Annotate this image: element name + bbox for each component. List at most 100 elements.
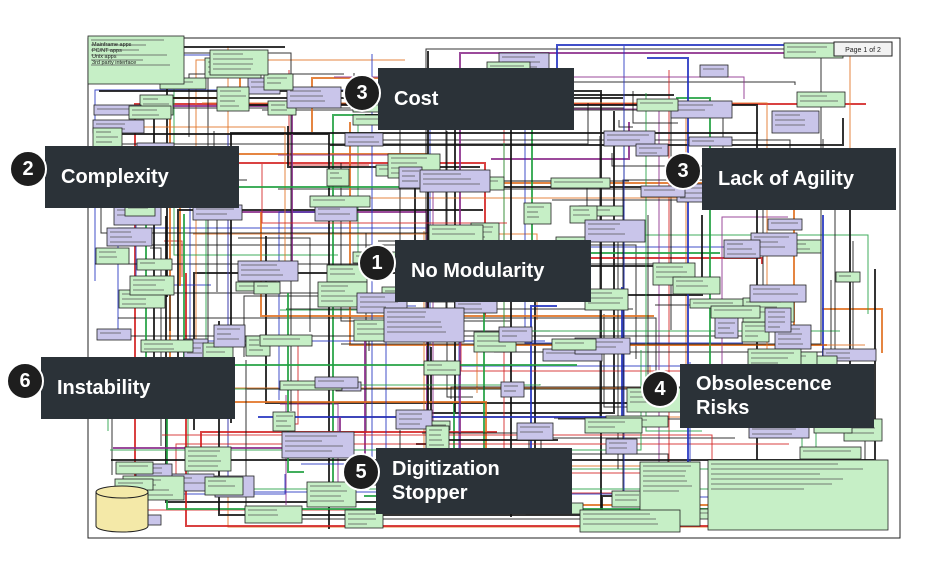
application-box <box>129 275 175 296</box>
application-box <box>835 271 861 283</box>
connector-line <box>238 237 311 332</box>
badge-obsolescence-risks: 4 <box>641 370 679 408</box>
connector-line <box>530 305 557 476</box>
connector-line <box>261 164 507 224</box>
callout-no-modularity: No Modularity <box>395 240 591 302</box>
connector-line <box>645 93 702 432</box>
application-box <box>688 136 733 147</box>
connector-line <box>822 308 883 353</box>
connector-line <box>614 234 869 314</box>
application-box <box>428 224 484 242</box>
connector-line <box>647 57 689 489</box>
badge-instability: 6 <box>6 362 44 400</box>
application-box <box>95 247 130 265</box>
application-box <box>584 417 643 434</box>
application-box <box>636 98 679 112</box>
legend-line: PC/NT apps <box>92 48 122 54</box>
application-box <box>707 459 889 531</box>
legend-line: Mainframe apps <box>92 42 132 48</box>
connector-line <box>357 384 541 386</box>
callout-digitization-stopper: Digitization Stopper <box>376 448 572 514</box>
connector-line <box>177 209 483 378</box>
callout-instability-label: Instability <box>57 377 151 399</box>
connector-line <box>287 126 381 168</box>
callout-lack-of-agility: Lack of Agility <box>702 148 896 210</box>
database-cylinder <box>95 492 149 533</box>
application-box <box>253 281 281 295</box>
connector-line <box>158 474 286 495</box>
connector-line <box>459 52 880 495</box>
application-box <box>498 326 533 343</box>
connector-line <box>425 48 863 308</box>
badge-cost: 3 <box>343 74 381 112</box>
connector-line <box>287 293 304 473</box>
application-box <box>523 202 552 225</box>
connector-line <box>260 212 654 317</box>
application-box <box>237 260 299 282</box>
application-box <box>699 64 729 78</box>
application-box <box>314 376 359 389</box>
application-box <box>710 305 761 319</box>
callout-obsolescence-risks-line2: Risks <box>696 397 750 419</box>
application-box <box>326 168 350 187</box>
callout-complexity: Complexity <box>45 146 239 208</box>
application-box <box>92 127 123 148</box>
application-box <box>128 105 172 120</box>
application-box <box>635 143 669 157</box>
application-box <box>584 219 646 243</box>
callout-cost-label: Cost <box>394 88 439 110</box>
legend-line: Unix apps <box>92 54 117 60</box>
application-box <box>419 169 491 193</box>
application-box <box>584 288 629 311</box>
connector-line <box>618 120 633 128</box>
connector-line <box>166 405 826 510</box>
application-box <box>516 422 554 441</box>
application-box <box>799 446 862 460</box>
application-box <box>272 411 296 432</box>
application-box <box>259 334 313 347</box>
callout-complexity-label: Complexity <box>61 166 169 188</box>
connector-line <box>524 71 743 344</box>
application-box <box>140 339 194 353</box>
application-box <box>749 284 807 303</box>
callout-no-modularity-label: No Modularity <box>411 260 545 282</box>
connector-line <box>195 59 405 398</box>
application-box <box>670 100 733 119</box>
application-box <box>640 185 686 198</box>
connector-line <box>133 244 637 359</box>
application-box <box>383 307 465 343</box>
callout-lack-of-agility-label: Lack of Agility <box>718 168 854 190</box>
callout-instability: Instability <box>41 357 235 419</box>
application-box <box>579 509 681 533</box>
connector-line <box>632 91 678 124</box>
callout-cost: Cost <box>378 68 574 130</box>
application-box <box>672 276 721 295</box>
callout-obsolescence-risks: Obsolescence Risks <box>680 364 874 428</box>
application-box <box>213 324 246 348</box>
application-box <box>263 73 294 91</box>
connector-line <box>330 118 844 146</box>
application-box <box>796 91 846 108</box>
badge-complexity: 2 <box>9 150 47 188</box>
connector-line <box>118 317 657 381</box>
callout-obsolescence-risks-line1: Obsolescence <box>696 373 832 395</box>
connector-line <box>295 343 299 425</box>
application-box <box>244 505 303 524</box>
connector-line <box>102 126 286 279</box>
application-box <box>500 381 525 398</box>
callout-digitization-stopper-line2: Stopper <box>392 482 468 504</box>
application-box <box>96 328 132 341</box>
page-label-box <box>833 41 893 57</box>
badge-digitization-stopper: 5 <box>342 453 380 491</box>
callout-digitization-stopper-line1: Digitization <box>392 458 500 480</box>
application-box <box>423 360 461 376</box>
application-box <box>344 132 384 147</box>
application-box <box>767 218 803 231</box>
application-box <box>550 177 611 189</box>
application-box <box>115 461 154 475</box>
application-box <box>605 438 638 455</box>
badge-lack-of-agility: 3 <box>664 152 702 190</box>
database-cylinder-top <box>95 485 149 499</box>
badge-no-modularity: 1 <box>358 244 396 282</box>
connector-line <box>446 131 473 398</box>
